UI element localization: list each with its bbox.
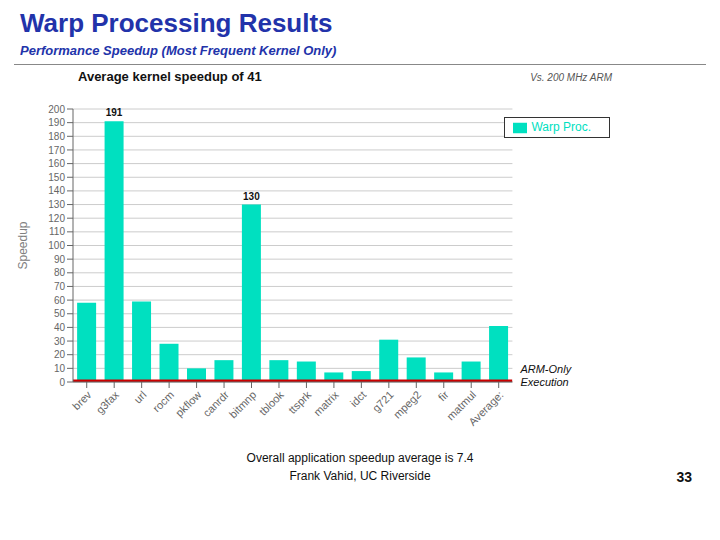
svg-text:180: 180 <box>48 131 65 142</box>
svg-text:Average:: Average: <box>466 388 505 427</box>
svg-text:10: 10 <box>54 363 66 374</box>
svg-text:130: 130 <box>243 191 260 202</box>
html-text:Warp Processing Results: Warp Processing Results <box>20 8 333 38</box>
svg-text:g3fax: g3fax <box>94 388 122 416</box>
svg-text:191: 191 <box>106 107 123 118</box>
html-text:Warp Proc.: Warp Proc. <box>531 120 591 134</box>
svg-text:90: 90 <box>54 254 66 265</box>
svg-text:canrdr: canrdr <box>200 388 231 419</box>
html-text:Overall application speedup av: Overall application speedup average is 7… <box>246 451 474 465</box>
svg-text:110: 110 <box>49 226 65 237</box>
html-text:33: 33 <box>676 469 692 485</box>
svg-text:Speedup: Speedup <box>16 221 30 269</box>
svg-text:tblook: tblook <box>257 388 287 418</box>
svg-text:20: 20 <box>54 349 66 360</box>
svg-text:60: 60 <box>54 295 66 306</box>
svg-text:brev: brev <box>70 388 94 412</box>
svg-text:120: 120 <box>48 213 65 224</box>
svg-text:30: 30 <box>54 336 66 347</box>
svg-text:140: 140 <box>48 185 65 196</box>
svg-text:idct: idct <box>348 388 369 409</box>
svg-text:200: 200 <box>48 104 65 115</box>
svg-text:130: 130 <box>48 199 65 210</box>
svg-text:g721: g721 <box>370 388 396 415</box>
html-text:Frank Vahid, UC Riverside: Frank Vahid, UC Riverside <box>289 469 431 483</box>
html-text:Average kernel speedup of 41: Average kernel speedup of 41 <box>78 69 262 84</box>
svg-text:rocm: rocm <box>150 388 177 415</box>
svg-text:190: 190 <box>48 117 65 128</box>
svg-text:170: 170 <box>48 145 65 156</box>
svg-text:pkflow: pkflow <box>173 388 204 419</box>
svg-text:70: 70 <box>54 281 66 292</box>
svg-text:160: 160 <box>48 158 65 169</box>
svg-text:matmul: matmul <box>444 388 479 423</box>
svg-text:0: 0 <box>59 377 65 388</box>
svg-text:100: 100 <box>48 240 65 251</box>
html-text:Performance Speedup (Most Freq: Performance Speedup (Most Frequent Kerne… <box>20 43 337 58</box>
svg-text:ARM-OnlyExecution: ARM-OnlyExecution <box>519 363 572 388</box>
svg-text:fir: fir <box>436 388 451 403</box>
svg-text:bitmnp: bitmnp <box>227 388 259 420</box>
svg-text:40: 40 <box>54 322 66 333</box>
svg-text:50: 50 <box>54 308 66 319</box>
svg-text:80: 80 <box>54 267 66 278</box>
svg-text:matrix: matrix <box>311 388 341 418</box>
svg-text:mpeg2: mpeg2 <box>391 388 423 420</box>
svg-text:ttsprk: ttsprk <box>286 388 314 416</box>
html-text:Vs. 200 MHz ARM: Vs. 200 MHz ARM <box>530 72 612 83</box>
svg-text:150: 150 <box>48 172 65 183</box>
svg-text:url: url <box>131 388 148 405</box>
